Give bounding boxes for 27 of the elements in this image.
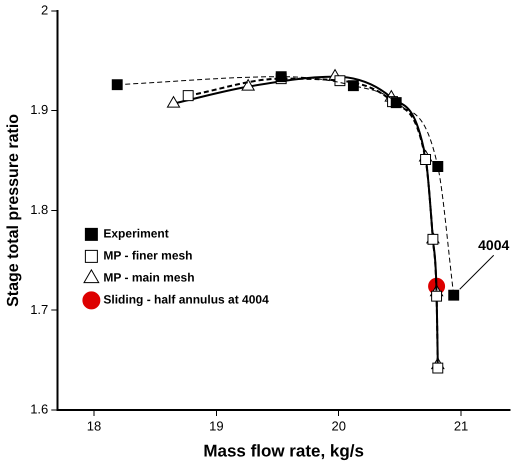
- x-tick-label: 19: [209, 418, 224, 434]
- point: [182, 90, 194, 102]
- annotation: 4004: [478, 237, 510, 254]
- y-tick-label: 1.6: [30, 402, 48, 417]
- y-tick-label: 1.7: [30, 302, 48, 317]
- legend-label: Experiment: [103, 226, 169, 241]
- point: [432, 362, 444, 374]
- x-axis-title: Mass flow rate, kg/s: [203, 441, 364, 460]
- point: [448, 290, 460, 301]
- point: [348, 80, 359, 92]
- y-tick-label: 2: [41, 2, 48, 18]
- point: [334, 75, 346, 86]
- x-tick-label: 18: [86, 418, 102, 434]
- x-tick-label: 20: [331, 418, 346, 434]
- legend-label: MP - finer mesh: [103, 248, 193, 263]
- y-tick-label: 1.8: [30, 202, 48, 217]
- point: [427, 234, 438, 245]
- y-axis-title: Stage total pressure ratio: [5, 114, 22, 307]
- legend-label: MP - main mesh: [103, 270, 195, 285]
- point: [420, 154, 432, 165]
- point: [431, 290, 442, 302]
- point: [390, 97, 402, 108]
- point: [432, 161, 444, 172]
- point: [112, 79, 123, 90]
- legend-label: Sliding - half annulus at 4004: [103, 292, 270, 307]
- x-tick-label: 21: [454, 418, 468, 434]
- y-tick-label: 1.9: [30, 102, 48, 118]
